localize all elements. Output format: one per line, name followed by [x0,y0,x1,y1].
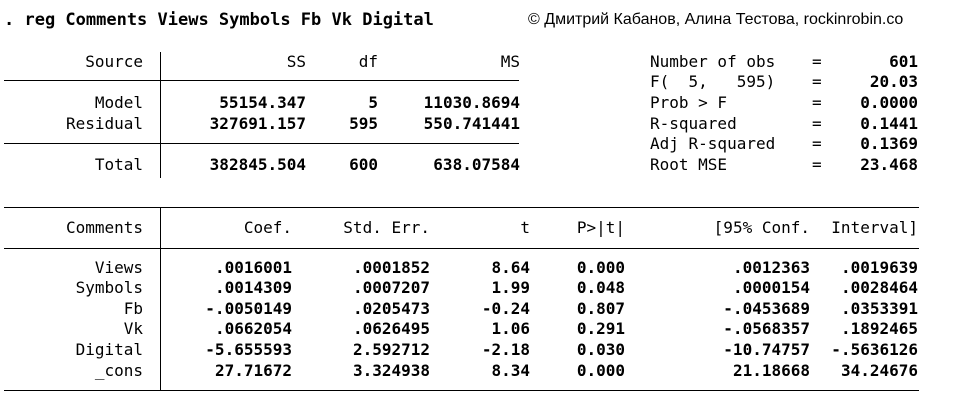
cell: -.5636126 [831,340,918,359]
cell: 0.000 [576,258,625,277]
command: . reg Comments Views Symbols Fb Vk Digit… [4,10,434,30]
cell: 0.048 [576,278,625,297]
row-label: Residual [65,114,143,133]
stat-equals: = [812,72,822,91]
stat-value: 20.03 [869,72,918,91]
stat-label: Prob > F [650,93,728,112]
column-header: Std. Err. [343,218,430,237]
row-label: Views [94,258,143,277]
cell: -10.74757 [723,340,810,359]
cell: 55154.347 [219,93,306,112]
cell: 0.291 [576,319,625,338]
cell: 382845.504 [209,155,306,174]
cell: 638.07584 [433,155,520,174]
cell: 0.807 [576,299,625,318]
stat-label: Root MSE [650,155,728,174]
cell: 550.741441 [423,114,520,133]
cell: .0012363 [732,258,810,277]
row-label: Digital [75,340,143,359]
column-header: P>|t| [576,218,625,237]
cell: 1.06 [491,319,530,338]
cell: -.0453689 [723,299,810,318]
cell: 11030.8694 [423,93,520,112]
column-header: MS [500,52,520,71]
stat-equals: = [812,52,822,71]
cell: 8.64 [491,258,530,277]
stat-label: Number of obs [650,52,776,71]
rule [4,390,919,391]
cell: .0662054 [214,319,292,338]
stat-equals: = [812,114,822,133]
cell: .0001852 [352,258,430,277]
row-label: Total [94,155,143,174]
column-header: Coef. [243,218,292,237]
cell: -2.18 [481,340,530,359]
stat-value: 601 [889,52,918,71]
stat-equals: = [812,93,822,112]
cell: .1892465 [840,319,918,338]
cell: 2.592712 [352,340,430,359]
cell: 0.030 [576,340,625,359]
stat-value: 0.1441 [860,114,918,133]
rule [160,207,161,391]
cell: .0019639 [840,258,918,277]
column-header: SS [286,52,306,71]
cell: .0353391 [840,299,918,318]
rule [160,52,161,178]
cell: 34.24676 [840,361,918,380]
stat-label: F( 5, 595) [650,72,776,91]
rule [4,80,519,81]
cell: .0028464 [840,278,918,297]
cell: .0626495 [352,319,430,338]
stat-equals: = [812,134,822,153]
stat-value: 0.1369 [860,134,918,153]
cell: 0.000 [576,361,625,380]
cell: .0205473 [352,299,430,318]
cell: 1.99 [491,278,530,297]
stat-value: 23.468 [860,155,918,174]
cell: 27.71672 [214,361,292,380]
row-label: Symbols [75,278,143,297]
cell: .0014309 [214,278,292,297]
rule [4,143,519,144]
cell: 595 [349,114,378,133]
cell: -5.655593 [205,340,292,359]
column-header: df [358,52,378,71]
cell: .0016001 [214,258,292,277]
cell: -0.24 [481,299,530,318]
row-label: Fb [123,299,143,318]
column-header: t [520,218,530,237]
copyright: © Дмитрий Кабанов, Алина Тестова, rockin… [528,11,904,28]
stat-label: Adj R-squared [650,134,776,153]
cell: -.0050149 [205,299,292,318]
cell: -.0568357 [723,319,810,338]
row-label: Model [94,93,143,112]
row-label: Vk [123,319,143,338]
cell: 327691.157 [209,114,306,133]
column-header: Interval] [831,218,918,237]
cell: 8.34 [491,361,530,380]
row-label: _cons [94,361,143,380]
cell: 5 [368,93,378,112]
rule [4,248,919,249]
cell: .0007207 [352,278,430,297]
column-header: Comments [65,218,143,237]
column-header: Source [85,52,143,71]
stat-value: 0.0000 [860,93,918,112]
rule [4,207,919,208]
cell: 21.18668 [732,361,810,380]
cell: 600 [349,155,378,174]
cell: 3.324938 [352,361,430,380]
column-header: [95% Conf. [713,218,810,237]
stat-equals: = [812,155,822,174]
stat-label: R-squared [650,114,737,133]
cell: .0000154 [732,278,810,297]
